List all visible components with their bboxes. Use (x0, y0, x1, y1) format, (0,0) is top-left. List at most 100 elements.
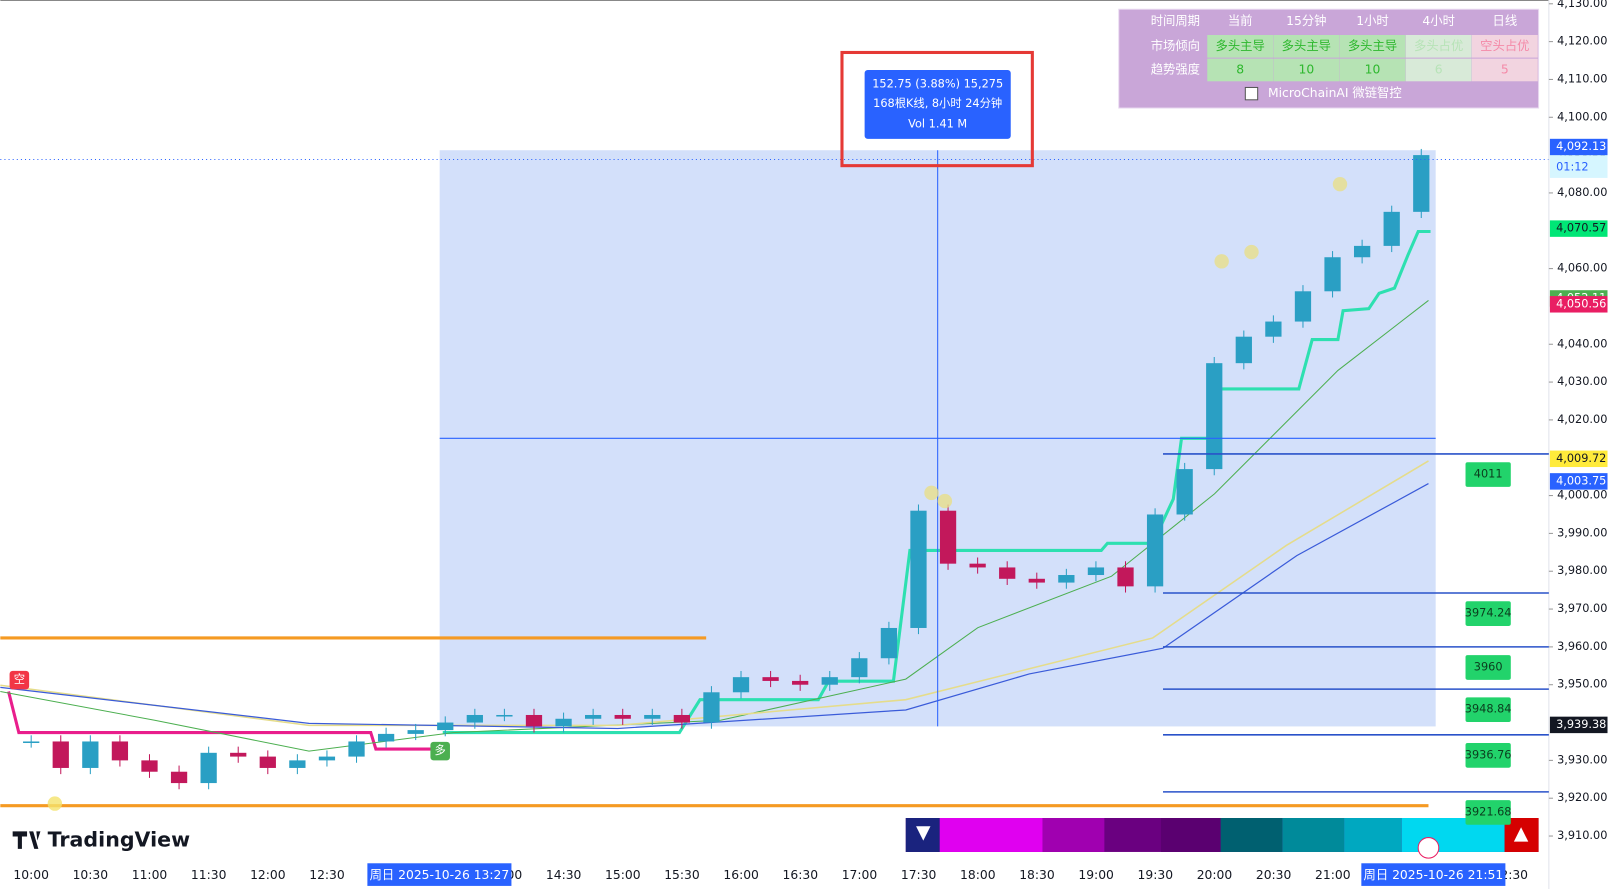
tooltip-line: Vol 1.41 M (908, 118, 967, 131)
table-cell-text: 5 (1501, 62, 1509, 76)
candle (525, 714, 543, 727)
table-cell (1273, 34, 1340, 58)
alert-icon[interactable] (1417, 837, 1440, 859)
candle (23, 741, 40, 744)
y-tick-label: 3,910.00 (1557, 829, 1607, 842)
y-tick-label: 4,100.00 (1557, 110, 1607, 123)
x-tick-label: 14:30 (546, 868, 582, 882)
candle (1353, 245, 1371, 258)
tooltip-line: 168根K线, 8小时 24分钟 (873, 96, 1002, 110)
countdown-box (1549, 155, 1608, 178)
table-header: 日线 (1492, 14, 1517, 28)
candle (496, 714, 513, 717)
price-tag (1549, 138, 1608, 156)
y-tick-label: 3,930.00 (1557, 753, 1607, 766)
time-marker-label: 周日 2025-10-26 13:27 (370, 868, 510, 882)
y-tick-label: 4,030.00 (1557, 375, 1607, 388)
x-tick-label: 20:30 (1256, 868, 1292, 882)
dot (924, 485, 939, 501)
candle (1265, 321, 1282, 337)
level-label: 3936.76 (1465, 748, 1512, 761)
candle (1235, 336, 1252, 364)
candle (289, 760, 306, 768)
x-tick-label: 18:00 (960, 868, 996, 882)
highlight-box (840, 50, 1034, 168)
candle (318, 756, 336, 761)
x-tick-label: 10:00 (13, 868, 49, 882)
y-tick-label: 3,980.00 (1557, 564, 1607, 577)
price-tag (1549, 450, 1608, 468)
table-header: 15分钟 (1286, 13, 1326, 28)
candle (170, 771, 188, 784)
table-cell (1471, 34, 1538, 58)
candle (910, 510, 927, 628)
x-tick-label: 19:00 (1078, 868, 1114, 882)
long-badge (430, 741, 450, 761)
table-cell-text: 空头占优 (1480, 38, 1529, 53)
candle (348, 741, 365, 757)
dot (1332, 176, 1348, 192)
short-badge-text: 空 (14, 672, 25, 686)
candle (585, 714, 602, 719)
candle (614, 714, 631, 719)
x-tick-label: 11:00 (132, 868, 168, 882)
x-tick-label: 18:30 (1019, 868, 1055, 882)
candle (259, 756, 276, 768)
table-cell (1405, 34, 1472, 58)
x-tick-label: 15:30 (664, 868, 700, 882)
table-icon (1244, 86, 1259, 101)
candle (111, 741, 129, 761)
level-box (1465, 655, 1511, 680)
candle (200, 752, 217, 784)
x-tick-label: 10:30 (73, 868, 109, 882)
time-marker (367, 863, 512, 886)
supertrend-down (7, 691, 433, 751)
candle (82, 741, 99, 768)
candle (939, 510, 957, 564)
ma-fast (0, 300, 1429, 752)
table-header: 4小时 (1422, 14, 1455, 28)
y-tick-label: 3,990.00 (1557, 526, 1607, 539)
x-tick-label: 17:30 (901, 868, 937, 882)
y-tick-label: 4,130.00 (1557, 0, 1607, 10)
level-label: 3974.24 (1465, 607, 1512, 620)
price-tag (1549, 473, 1608, 490)
candle (466, 714, 483, 723)
level-label: 3948.84 (1465, 703, 1512, 716)
candle (1176, 469, 1193, 515)
measure-tooltip (864, 69, 1011, 139)
y-tick-label: 3,970.00 (1557, 602, 1607, 615)
candle (732, 677, 750, 693)
price-tag-label: 4,003.75 (1556, 474, 1606, 487)
color-seg (1282, 818, 1345, 852)
level-box (1465, 697, 1511, 723)
price-tag (1549, 296, 1608, 313)
table-footer: MicroChainAI 微链智控 (1268, 85, 1402, 100)
y-tick-label: 4,000.00 (1557, 489, 1607, 502)
long-badge-text: 多 (435, 743, 446, 757)
y-tick-label: 4,120.00 (1557, 35, 1607, 48)
level-box (1465, 743, 1511, 768)
candle (407, 730, 424, 734)
x-tick-label: 16:30 (783, 868, 819, 882)
color-seg (1220, 818, 1283, 852)
table-cell-text: 市场倾向 (1151, 38, 1200, 53)
price-tag-label: 4,070.57 (1556, 222, 1606, 235)
y-tick-label: 4,110.00 (1557, 72, 1607, 85)
x-tick-label: 15:00 (605, 868, 641, 882)
logo: TradingView (48, 828, 190, 852)
short-badge (9, 670, 30, 690)
x-tick-label: 16:00 (723, 868, 759, 882)
candle (1206, 363, 1223, 470)
table-cell (1207, 58, 1274, 82)
level-box (1465, 800, 1511, 825)
table-header: 1小时 (1356, 14, 1389, 28)
candle (555, 718, 572, 727)
candle (821, 677, 838, 685)
table-cell-text: 趋势强度 (1151, 61, 1200, 76)
tooltip-line: 152.75 (3.88%) 15,275 (872, 77, 1003, 90)
y-tick-label: 4,060.00 (1557, 262, 1607, 275)
time-marker-label: 周日 2025-10-26 21:51 (1364, 868, 1504, 882)
candle (1294, 291, 1312, 322)
